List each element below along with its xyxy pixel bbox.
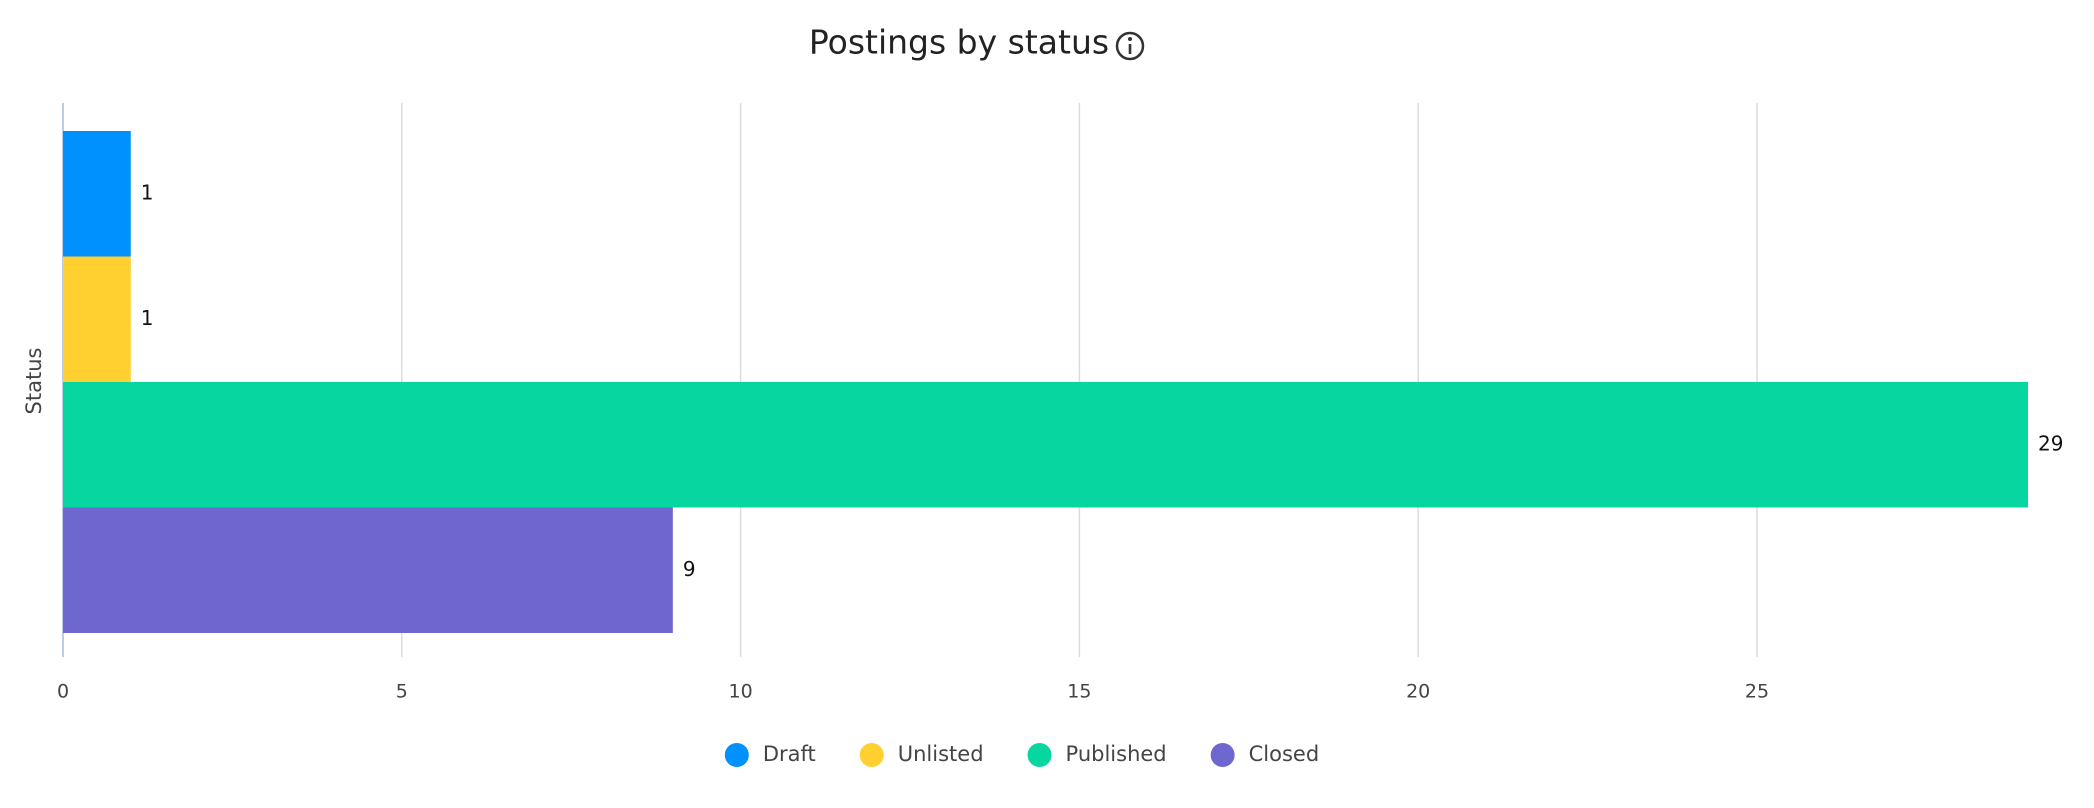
- legend-label: Closed: [1249, 742, 1320, 766]
- legend-label: Draft: [763, 742, 816, 766]
- value-label: 1: [141, 180, 154, 204]
- x-tick-label: 0: [57, 681, 69, 703]
- x-tick-label: 5: [396, 681, 408, 703]
- info-icon[interactable]: [1115, 31, 1145, 61]
- legend-item[interactable]: Unlisted: [859, 742, 984, 767]
- legend-swatch: [859, 743, 884, 767]
- x-tick-label: 15: [1067, 681, 1091, 703]
- legend-swatch: [724, 743, 749, 767]
- x-tick-label: 10: [728, 681, 752, 703]
- bar: [63, 507, 673, 633]
- legend-item[interactable]: Closed: [1210, 742, 1320, 767]
- legend: Draft Unlisted Published Closed: [724, 742, 1320, 767]
- legend-label: Unlisted: [898, 742, 984, 766]
- legend-swatch: [1027, 743, 1052, 767]
- legend-item[interactable]: Published: [1027, 742, 1167, 767]
- value-label: 29: [2038, 431, 2063, 455]
- y-axis-label: Status: [22, 348, 46, 415]
- legend-label: Published: [1066, 742, 1167, 766]
- x-tick-label: 25: [1745, 681, 1769, 703]
- bar: [63, 256, 131, 382]
- bar: [63, 131, 131, 257]
- value-label: 9: [683, 557, 696, 581]
- chart-title: Postings by status: [809, 23, 1109, 62]
- value-label: 1: [141, 306, 154, 330]
- legend-swatch: [1210, 743, 1235, 767]
- legend-item[interactable]: Draft: [724, 742, 816, 767]
- x-tick-label: 20: [1406, 681, 1430, 703]
- bar: [63, 382, 2028, 508]
